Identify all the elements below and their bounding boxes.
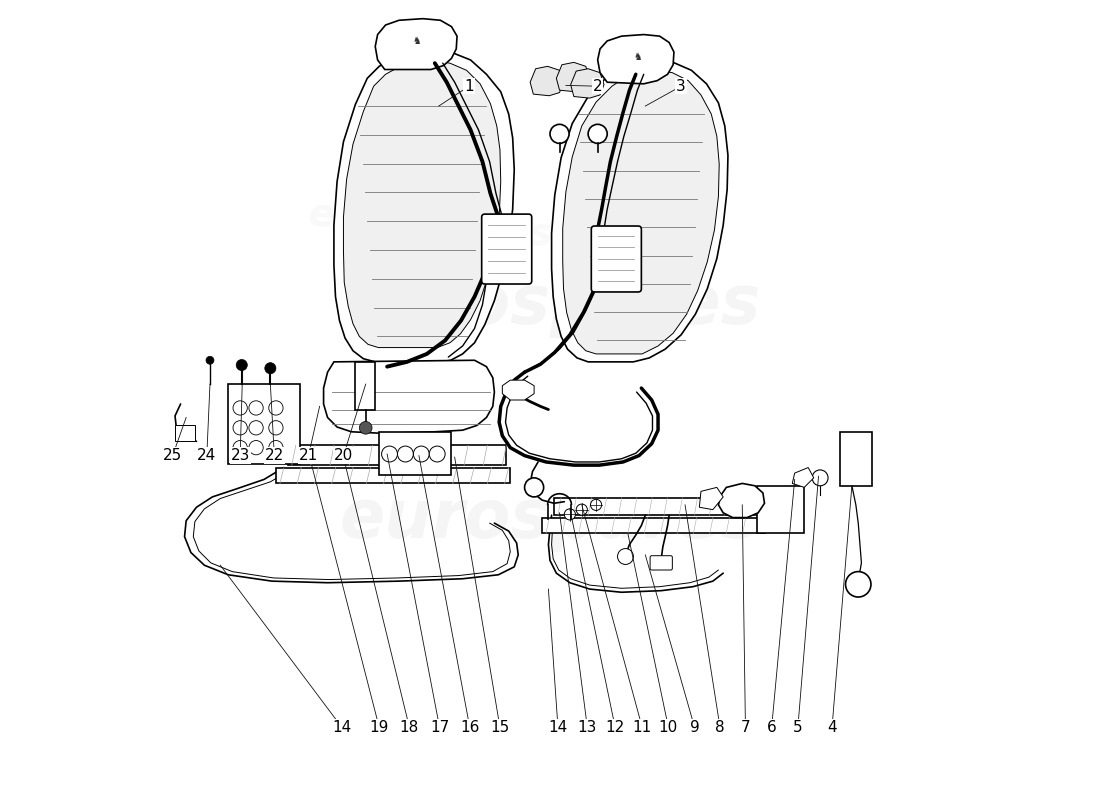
Circle shape: [268, 441, 283, 455]
Text: 17: 17: [430, 720, 449, 735]
Bar: [542, 518, 764, 534]
Text: 22: 22: [265, 448, 284, 463]
Text: 18: 18: [399, 720, 419, 735]
Circle shape: [233, 441, 248, 455]
Circle shape: [525, 478, 543, 497]
Text: 20: 20: [333, 448, 353, 463]
Circle shape: [206, 356, 214, 364]
Circle shape: [268, 421, 283, 435]
Polygon shape: [597, 34, 674, 84]
FancyBboxPatch shape: [592, 226, 641, 292]
Bar: [229, 384, 300, 463]
Text: 12: 12: [605, 720, 625, 735]
FancyBboxPatch shape: [650, 556, 672, 570]
Circle shape: [591, 499, 602, 510]
Polygon shape: [334, 49, 515, 362]
Circle shape: [249, 421, 263, 435]
Circle shape: [812, 470, 828, 486]
Circle shape: [564, 509, 575, 520]
Text: 15: 15: [491, 720, 509, 735]
Text: 23: 23: [231, 448, 250, 463]
Text: 2: 2: [593, 78, 603, 94]
Circle shape: [429, 446, 446, 462]
Text: 13: 13: [578, 720, 597, 735]
Polygon shape: [323, 360, 494, 434]
Text: 19: 19: [370, 720, 389, 735]
Circle shape: [617, 549, 634, 565]
Circle shape: [265, 362, 276, 374]
Circle shape: [233, 401, 248, 415]
Circle shape: [588, 124, 607, 143]
Circle shape: [249, 441, 263, 455]
Text: 16: 16: [460, 720, 480, 735]
Polygon shape: [557, 62, 590, 92]
Circle shape: [846, 571, 871, 597]
Bar: [288, 446, 506, 465]
Circle shape: [414, 446, 429, 462]
Circle shape: [233, 421, 248, 435]
Bar: [379, 432, 451, 475]
Text: 25: 25: [163, 448, 183, 463]
Text: 6: 6: [767, 720, 777, 735]
Polygon shape: [792, 467, 814, 487]
Text: 7: 7: [740, 720, 750, 735]
Text: 5: 5: [793, 720, 803, 735]
Polygon shape: [563, 70, 719, 354]
Polygon shape: [571, 69, 604, 98]
FancyBboxPatch shape: [482, 214, 531, 284]
Text: eurospares: eurospares: [307, 195, 554, 255]
Text: 14: 14: [548, 720, 568, 735]
Text: 3: 3: [676, 78, 686, 94]
Polygon shape: [343, 60, 500, 347]
Text: 4: 4: [827, 720, 837, 735]
Polygon shape: [718, 483, 764, 518]
Circle shape: [397, 446, 414, 462]
Bar: [840, 432, 872, 486]
Bar: [554, 498, 760, 515]
Text: eurospares: eurospares: [339, 486, 761, 552]
Circle shape: [249, 401, 263, 415]
Circle shape: [268, 401, 283, 415]
Text: 8: 8: [715, 720, 725, 735]
Text: 14: 14: [332, 720, 352, 735]
Text: 10: 10: [659, 720, 678, 735]
Text: 11: 11: [632, 720, 652, 735]
Text: ♞: ♞: [412, 36, 421, 46]
Bar: [276, 467, 510, 483]
Text: ♞: ♞: [632, 52, 641, 62]
Polygon shape: [375, 18, 458, 70]
Circle shape: [576, 504, 587, 515]
Circle shape: [236, 359, 248, 370]
Polygon shape: [700, 487, 723, 510]
Bar: [757, 486, 804, 534]
Polygon shape: [503, 380, 535, 400]
Circle shape: [382, 446, 397, 462]
Text: eurospares: eurospares: [339, 272, 761, 338]
Text: 9: 9: [690, 720, 700, 735]
Text: 1: 1: [464, 78, 474, 94]
Bar: [175, 426, 195, 442]
Bar: [355, 362, 375, 410]
Polygon shape: [530, 66, 563, 96]
Circle shape: [550, 124, 569, 143]
Text: 24: 24: [197, 448, 217, 463]
Text: 21: 21: [299, 448, 318, 463]
Polygon shape: [551, 60, 728, 362]
Circle shape: [360, 422, 372, 434]
